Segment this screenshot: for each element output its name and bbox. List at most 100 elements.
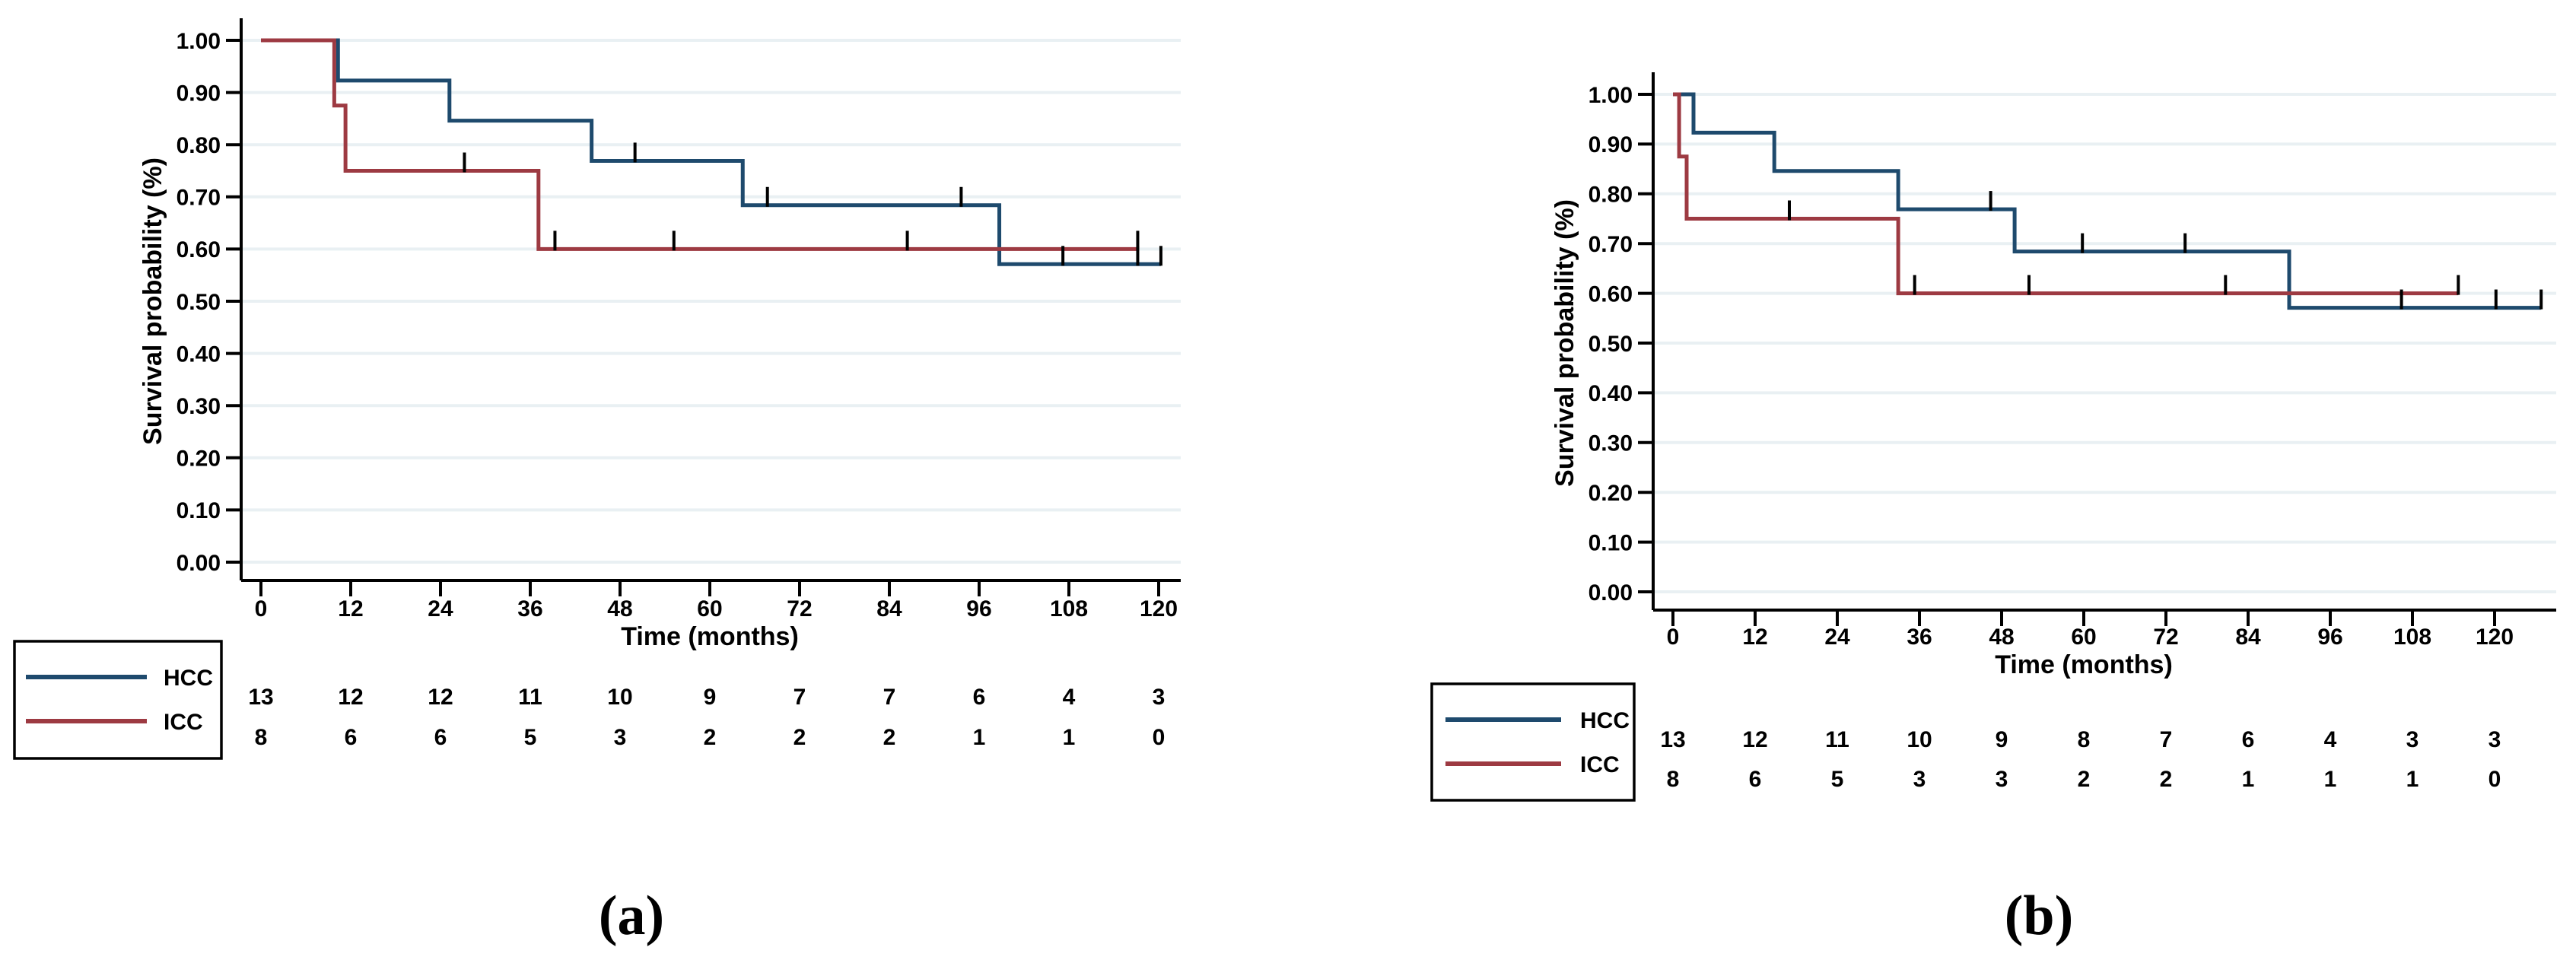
x-tick-label: 24 <box>1824 625 1850 650</box>
x-tick-label: 36 <box>517 596 542 621</box>
x-tick-label: 96 <box>2317 625 2342 650</box>
risk-count-hcc: 13 <box>248 685 273 710</box>
risk-count-icc: 3 <box>1996 767 2008 792</box>
x-tick-label: 12 <box>1742 625 1767 650</box>
risk-count-icc: 0 <box>1153 725 1166 750</box>
risk-count-hcc: 12 <box>338 685 363 710</box>
y-tick-label: 0.80 <box>177 133 221 158</box>
x-tick-label: 108 <box>1050 596 1088 621</box>
x-tick-label: 84 <box>2235 625 2261 650</box>
risk-count-icc: 3 <box>614 725 627 750</box>
x-tick-label: 120 <box>1140 596 1178 621</box>
x-tick-label: 96 <box>966 596 991 621</box>
x-tick-label: 36 <box>1907 625 1932 650</box>
y-tick-label: 0.90 <box>177 81 221 106</box>
risk-count-icc: 2 <box>793 725 806 750</box>
legend-label-icc: ICC <box>164 710 203 735</box>
y-tick-label: 1.00 <box>177 29 221 54</box>
risk-count-hcc: 12 <box>428 685 453 710</box>
risk-count-icc: 1 <box>2324 767 2337 792</box>
legend-label-icc: ICC <box>1580 752 1620 777</box>
risk-count-hcc: 11 <box>1825 727 1849 752</box>
legend-b: HCC ICC <box>1430 682 1636 802</box>
km-curve-icc <box>261 38 1138 251</box>
panel-caption-b: (b) <box>2005 885 2073 947</box>
y-axis-title: Survival probability (%) <box>138 157 167 445</box>
x-tick-label: 48 <box>1989 625 2014 650</box>
risk-count-icc: 2 <box>2160 767 2173 792</box>
y-tick-label: 0.60 <box>1589 281 1633 307</box>
y-tick-label: 0.70 <box>1589 232 1633 257</box>
x-tick-label: 120 <box>2476 625 2514 650</box>
risk-count-icc: 0 <box>2489 767 2501 792</box>
risk-count-icc: 8 <box>255 725 268 750</box>
legend-label-hcc: HCC <box>1580 708 1630 733</box>
risk-count-icc: 5 <box>1831 767 1844 792</box>
risk-count-hcc: 9 <box>704 685 717 710</box>
risk-count-icc: 1 <box>973 725 986 750</box>
x-tick-label: 48 <box>607 596 632 621</box>
risk-count-hcc: 10 <box>607 685 632 710</box>
x-tick-label: 60 <box>2071 625 2096 650</box>
x-tick-label: 12 <box>338 596 363 621</box>
x-tick-label: 108 <box>2393 625 2431 650</box>
y-tick-label: 0.60 <box>177 237 221 262</box>
legend-a: HCC ICC <box>13 640 223 760</box>
risk-table-a: 13 12 12 11 10 9 7 7 6 4 38 6 6 5 3 2 2 2 1 1 0 <box>248 685 1165 750</box>
risk-count-hcc: 4 <box>1063 685 1076 710</box>
x-axis-title: Time (months) <box>1995 650 2173 679</box>
y-tick-label: 0.70 <box>177 186 221 211</box>
risk-count-icc: 1 <box>2406 767 2419 792</box>
risk-count-icc: 6 <box>1749 767 1762 792</box>
panel-caption-a: (a) <box>599 885 664 947</box>
risk-count-hcc: 6 <box>973 685 986 710</box>
risk-count-hcc: 7 <box>793 685 806 710</box>
risk-count-hcc: 3 <box>2489 727 2501 752</box>
risk-count-icc: 5 <box>524 725 537 750</box>
y-tick-label: 0.30 <box>177 394 221 419</box>
risk-count-hcc: 3 <box>2406 727 2419 752</box>
risk-count-hcc: 3 <box>1153 685 1166 710</box>
x-axis-title: Time (months) <box>621 622 799 651</box>
y-tick-label: 0.30 <box>1589 431 1633 456</box>
y-tick-label: 0.20 <box>177 447 221 472</box>
km-curve-hcc <box>1673 92 2542 310</box>
y-tick-label: 0.00 <box>1589 580 1633 606</box>
km-panel-b: 1.00 0.90 0.80 0.70 0.60 0.50 0.40 0.30 0.20 0.10… <box>1430 72 2556 947</box>
risk-count-icc: 1 <box>1063 725 1076 750</box>
risk-count-hcc: 10 <box>1907 727 1932 752</box>
x-tick-label: 72 <box>787 596 812 621</box>
legend-box <box>13 640 223 760</box>
y-tick-label: 0.00 <box>177 551 221 576</box>
risk-count-icc: 3 <box>1913 767 1926 792</box>
x-tick-label: 0 <box>255 596 268 621</box>
y-tick-label: 0.20 <box>1589 481 1633 506</box>
risk-count-hcc: 7 <box>2160 727 2173 752</box>
x-tick-label: 84 <box>876 596 902 621</box>
risk-count-icc: 2 <box>2078 767 2091 792</box>
risk-count-icc: 6 <box>434 725 447 750</box>
risk-count-hcc: 8 <box>2078 727 2091 752</box>
risk-count-icc: 8 <box>1667 767 1680 792</box>
y-tick-label: 0.40 <box>1589 381 1633 406</box>
y-tick-label: 1.00 <box>1589 83 1633 108</box>
km-curve-hcc <box>261 38 1161 266</box>
y-axis-title: Survival probability (%) <box>1550 199 1579 487</box>
risk-table-b: 13 12 11 10 9 8 7 6 4 3 38 6 5 3 3 2 2 1 1 1 0 <box>1660 727 2501 792</box>
risk-count-icc: 1 <box>2242 767 2255 792</box>
risk-count-hcc: 11 <box>518 685 542 710</box>
risk-count-hcc: 7 <box>883 685 896 710</box>
risk-count-icc: 2 <box>883 725 896 750</box>
x-tick-label: 0 <box>1667 625 1680 650</box>
risk-count-hcc: 4 <box>2324 727 2337 752</box>
y-tick-label: 0.10 <box>1589 530 1633 555</box>
y-tick-label: 0.50 <box>177 290 221 315</box>
risk-count-icc: 2 <box>704 725 717 750</box>
legend-box <box>1430 682 1636 802</box>
y-tick-label: 0.40 <box>177 342 221 367</box>
km-panel-a: 1.00 0.90 0.80 0.70 0.60 0.50 0.40 0.30 0.20 0.10… <box>13 18 1181 947</box>
km-curve-icc <box>1673 92 2459 296</box>
risk-count-hcc: 6 <box>2242 727 2255 752</box>
